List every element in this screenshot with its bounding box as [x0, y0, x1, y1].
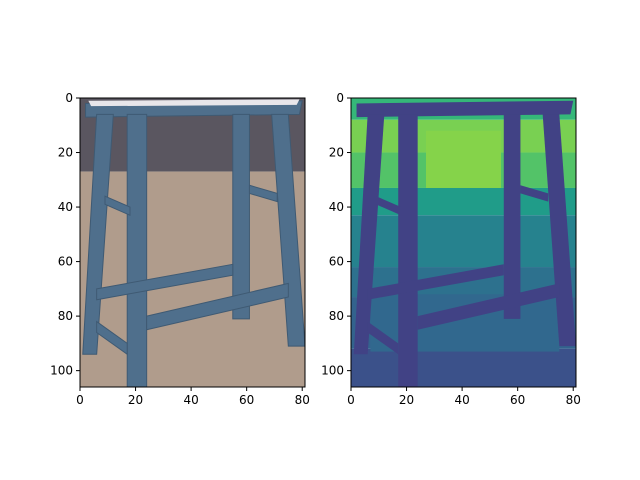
- stool-part: [96, 263, 234, 301]
- heatmap-stool-part: [376, 196, 401, 216]
- heatmap-panel: 0 20 40 60 80 0 20 40 60 80 100: [321, 91, 581, 407]
- heatmap-stool-part: [367, 264, 504, 300]
- x-tick-label: 0: [76, 393, 84, 407]
- heatmap-band: [426, 130, 501, 188]
- axes-frame: [350, 97, 577, 388]
- heatmap-stool-part: [520, 185, 549, 202]
- x-tick-label: 40: [454, 393, 469, 407]
- stool-part: [232, 113, 250, 320]
- x-tick-label: 20: [399, 393, 414, 407]
- y-tick-label: 40: [58, 200, 73, 214]
- stool-part: [271, 113, 305, 347]
- y-tick-label: 60: [58, 255, 73, 269]
- heatmap-band: [351, 348, 576, 387]
- heatmap-band: [351, 215, 576, 268]
- heatmap-stool-part: [503, 114, 521, 319]
- y-tick-label: 100: [321, 364, 344, 378]
- photo-image: [80, 98, 305, 387]
- x-tick-label: 60: [510, 393, 525, 407]
- x-tick-label: 0: [347, 393, 355, 407]
- x-tick-label: 20: [128, 393, 143, 407]
- y-tick-label: 0: [65, 91, 73, 105]
- x-tick-label: 60: [239, 393, 254, 407]
- photo-panel: 0 20 40 60 80 0 20 40 60 80 100: [50, 91, 310, 407]
- stool-part: [82, 113, 114, 355]
- heatmap-stool-part: [542, 114, 576, 347]
- stool-part: [104, 195, 131, 216]
- y-tick-label: 60: [329, 255, 344, 269]
- y-tick-label: 0: [336, 91, 344, 105]
- heatmap-image: [351, 98, 576, 387]
- axes-frame: [79, 97, 306, 388]
- stool-part: [146, 282, 289, 331]
- heatmap-stool-part: [367, 321, 399, 355]
- heatmap-stool-part: [398, 114, 418, 387]
- y-tick-label: 80: [329, 309, 344, 323]
- stool-part: [126, 113, 148, 387]
- heatmap-stool-part: [417, 283, 560, 330]
- stool-part: [96, 320, 128, 356]
- heatmap-stool-part: [356, 100, 574, 118]
- y-tick-label: 20: [58, 146, 73, 160]
- x-tick-label: 80: [295, 393, 310, 407]
- y-tick-label: 100: [50, 364, 73, 378]
- x-tick-label: 80: [566, 393, 581, 407]
- y-tick-label: 20: [329, 146, 344, 160]
- stool-part: [248, 184, 278, 203]
- y-tick-label: 80: [58, 309, 73, 323]
- heatmap-stool-part: [353, 114, 385, 355]
- y-tick-label: 40: [329, 200, 344, 214]
- seat-top: [88, 99, 300, 107]
- x-tick-label: 40: [183, 393, 198, 407]
